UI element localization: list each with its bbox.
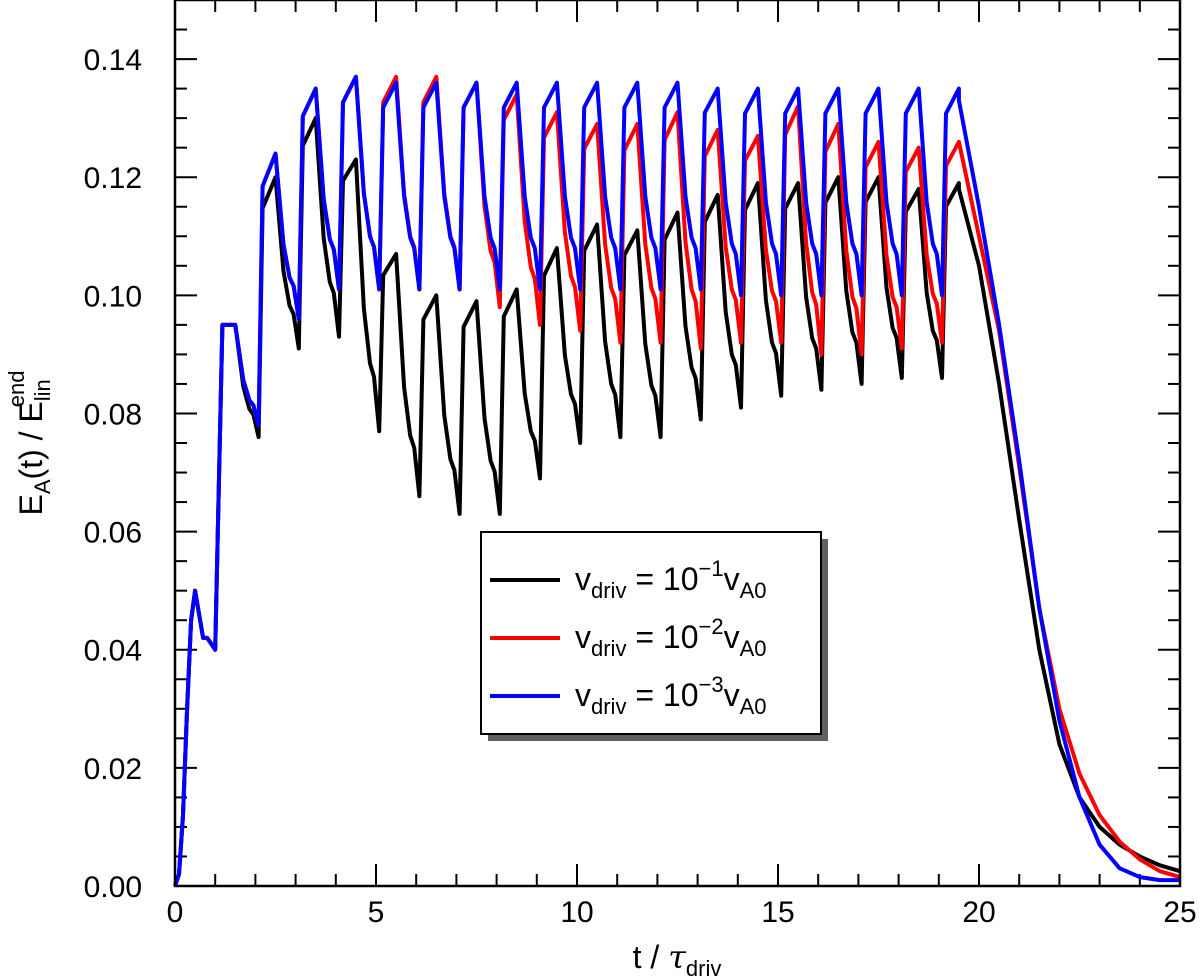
y-tick-label: 0.00 bbox=[84, 871, 142, 904]
x-axis-ticks bbox=[174, 0, 1181, 886]
plot-frame bbox=[173, 0, 1182, 888]
y-tick-label: 0.14 bbox=[84, 44, 142, 77]
y-tick-label: 0.06 bbox=[84, 517, 142, 550]
y-axis-ticks bbox=[175, 0, 1180, 887]
x-tick-label: 0 bbox=[167, 896, 184, 929]
legend-box bbox=[480, 531, 822, 735]
x-tick-label: 10 bbox=[560, 896, 593, 929]
x-tick-label: 5 bbox=[368, 896, 385, 929]
x-tick-label: 20 bbox=[962, 896, 995, 929]
y-tick-labels: 0.00 0.02 0.04 0.06 0.08 0.10 0.12 0.14 bbox=[84, 44, 142, 904]
y-tick-label: 0.04 bbox=[84, 635, 142, 668]
x-tick-label: 25 bbox=[1163, 896, 1196, 929]
y-axis-label: EA(t) / Elinend bbox=[4, 371, 55, 516]
x-axis-label: t / τdriv bbox=[633, 938, 722, 977]
y-tick-label: 0.08 bbox=[84, 398, 142, 431]
x-tick-labels: 0 5 10 15 20 25 bbox=[167, 896, 1197, 929]
legend: vdriv = 10−1vA0 vdriv = 10−2vA0 vdriv = 10… bbox=[480, 531, 828, 741]
y-tick-label: 0.10 bbox=[84, 280, 142, 313]
legend-label-2: vdriv = 10−2vA0 bbox=[575, 614, 767, 661]
y-tick-label: 0.02 bbox=[84, 753, 142, 786]
x-tick-label: 15 bbox=[761, 896, 794, 929]
series-line-1 bbox=[173, 116, 1181, 887]
series-lines bbox=[173, 74, 1181, 887]
y-tick-label: 0.12 bbox=[84, 162, 142, 195]
legend-label-1: vdriv = 10−1vA0 bbox=[575, 556, 767, 603]
series-line-3 bbox=[173, 74, 1180, 887]
legend-label-3: vdriv = 10−3vA0 bbox=[575, 672, 767, 719]
